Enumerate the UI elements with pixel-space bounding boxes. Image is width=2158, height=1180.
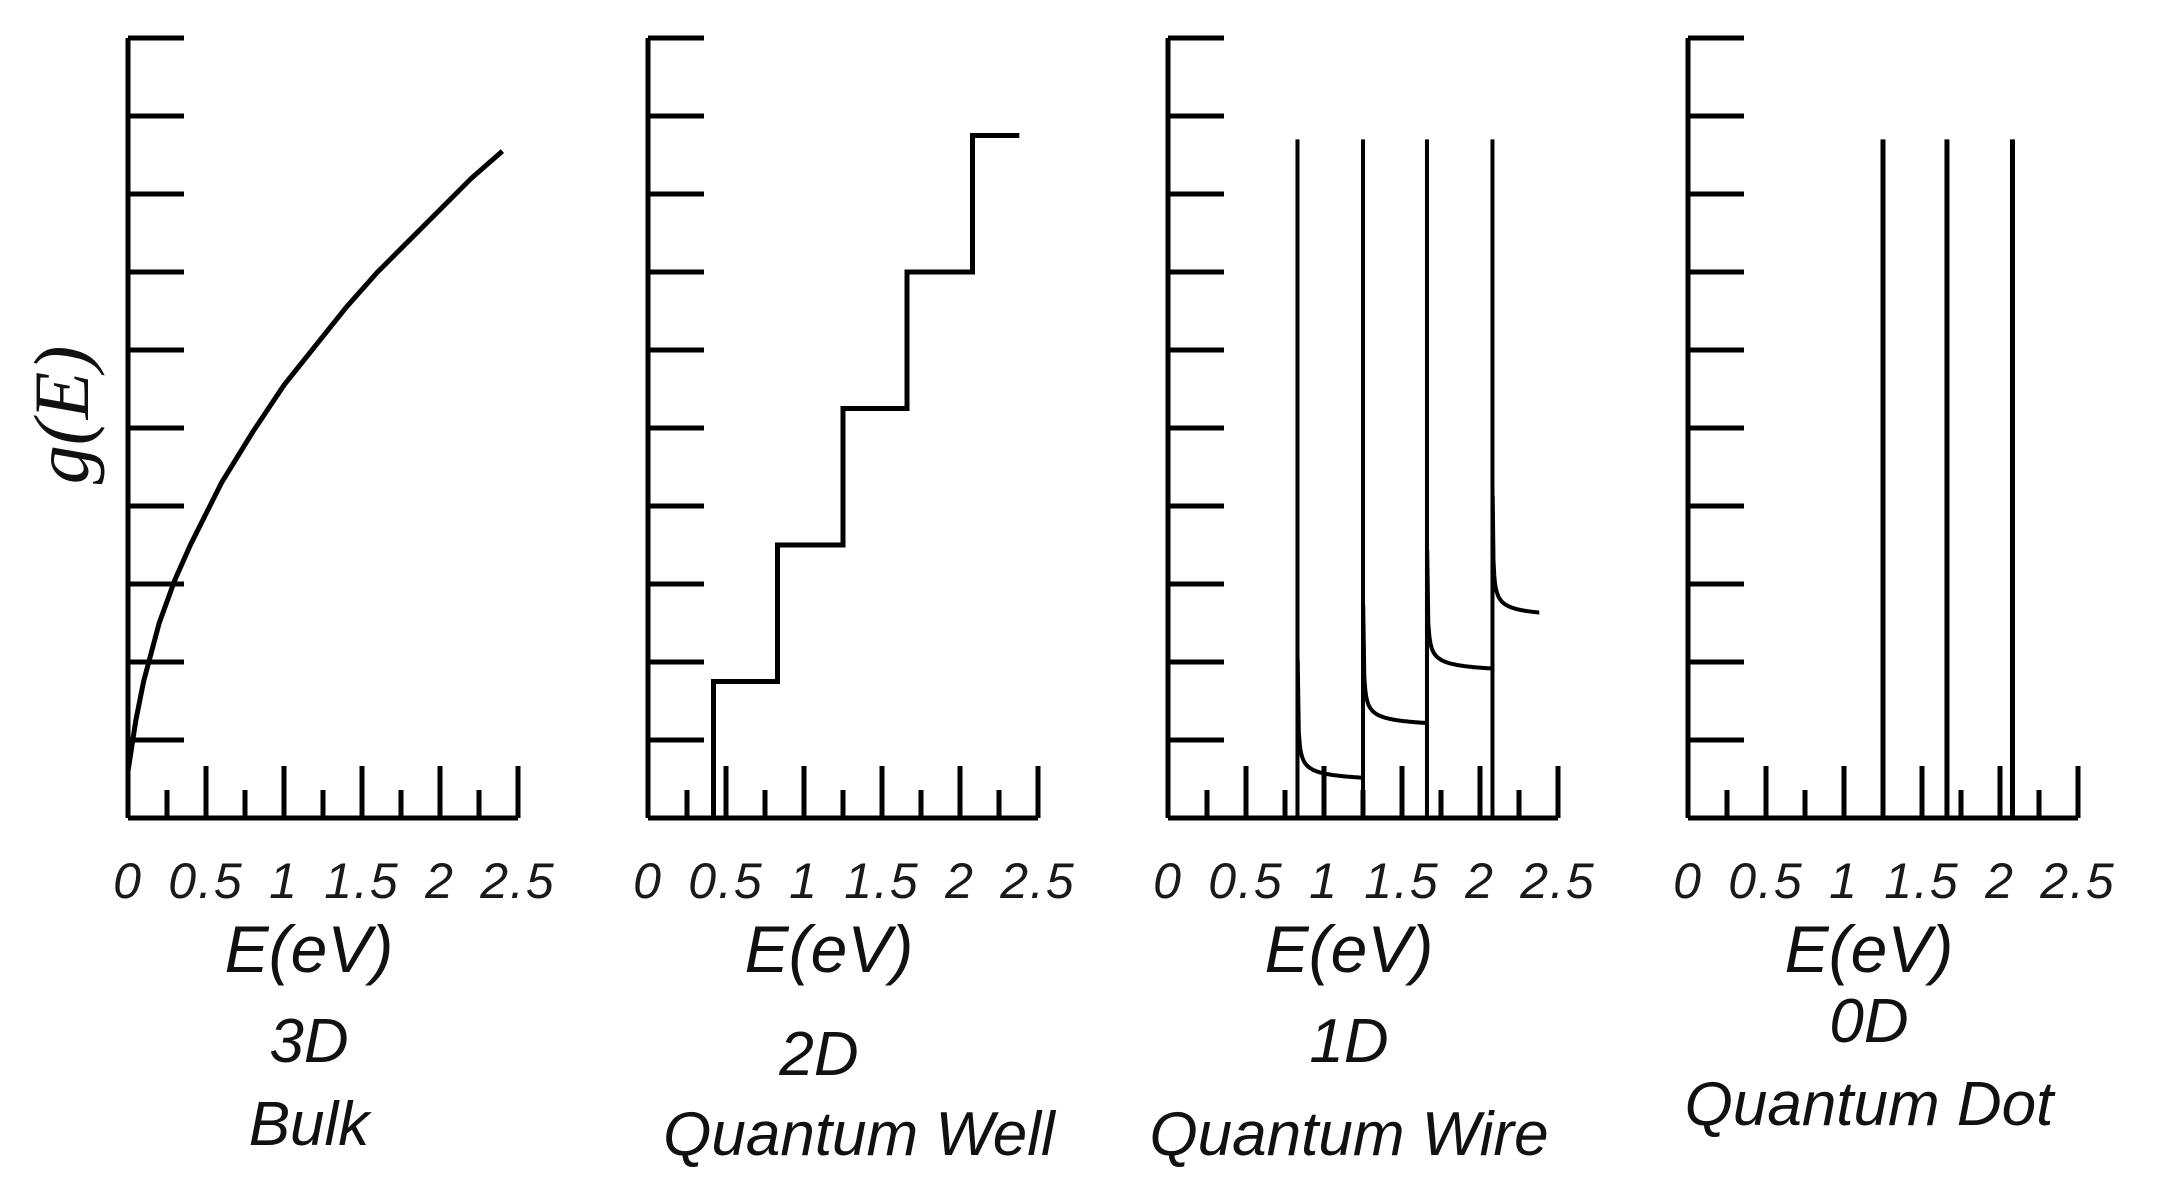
panel-0d: 0 0.5 1 1.5 2 2.5 E(eV)0D Quantum Dot <box>1673 35 2116 1139</box>
x-tick-label: 0.5 <box>688 853 764 909</box>
x-tick-label: 0.5 <box>168 853 244 909</box>
x-tick-label: 2 <box>1464 853 1495 909</box>
dos-decay-curve <box>1490 495 1540 615</box>
x-tick-label: 2.5 <box>1519 853 1596 909</box>
panel-1d: 0 0.5 1 1.5 2 2.5 E(eV) 1D Quantum Wire <box>1149 35 1596 1169</box>
panel-title: 3D <box>269 1007 348 1076</box>
dos-decay-curve <box>1425 550 1493 671</box>
x-tick-label: 2.5 <box>2039 853 2116 909</box>
x-tick-label: 1.5 <box>844 853 920 909</box>
y-axis-label: g(E) <box>18 346 105 485</box>
series-line <box>711 133 1020 818</box>
x-tick-label: 0.5 <box>1728 853 1804 909</box>
x-axis-title: E(eV) <box>745 912 914 986</box>
x-tick-label: 0 <box>1673 853 1703 909</box>
x-tick-label: 0 <box>633 853 663 909</box>
panel-subtitle: Quantum Well <box>663 1100 1057 1169</box>
x-axis-title: E(eV) <box>1785 912 1954 986</box>
x-tick-label: 1 <box>1309 853 1339 909</box>
panel-subtitle: Quantum Dot <box>1685 1070 2057 1139</box>
x-tick-label: 2 <box>944 853 975 909</box>
x-tick-label: 2.5 <box>999 853 1076 909</box>
x-tick-label: 2 <box>424 853 455 909</box>
x-tick-label: 1 <box>1829 853 1859 909</box>
x-tick-label: 0.5 <box>1208 853 1284 909</box>
panel-title: 2D <box>778 1020 858 1089</box>
panel-subtitle: Quantum Wire <box>1149 1100 1548 1169</box>
panel-3d: 0 0.5 1 1.5 2 2.5 E(eV) 3D Bulk <box>113 35 556 1159</box>
dos-decay-curve <box>1295 659 1363 780</box>
x-tick-label: 1.5 <box>324 853 400 909</box>
panel-2d: 0 0.5 1 1.5 2 2.5 E(eV) 2D Quantum Well <box>633 35 1076 1169</box>
panel-title: 0D <box>1829 987 1908 1056</box>
x-tick-label: 1.5 <box>1364 853 1440 909</box>
x-tick-label: 2.5 <box>479 853 556 909</box>
x-tick-label: 1 <box>269 853 299 909</box>
x-tick-label: 2 <box>1984 853 2015 909</box>
x-tick-label: 0 <box>1153 853 1183 909</box>
x-tick-label: 1 <box>789 853 819 909</box>
x-tick-label: 1.5 <box>1884 853 1960 909</box>
panel-title: 1D <box>1309 1007 1388 1076</box>
x-axis-title: E(eV) <box>225 912 394 986</box>
panel-subtitle: Bulk <box>249 1090 373 1159</box>
series-line <box>125 149 505 772</box>
dos-decay-curve <box>1361 604 1427 725</box>
x-axis-title: E(eV) <box>1265 912 1434 986</box>
x-tick-label: 0 <box>113 853 143 909</box>
